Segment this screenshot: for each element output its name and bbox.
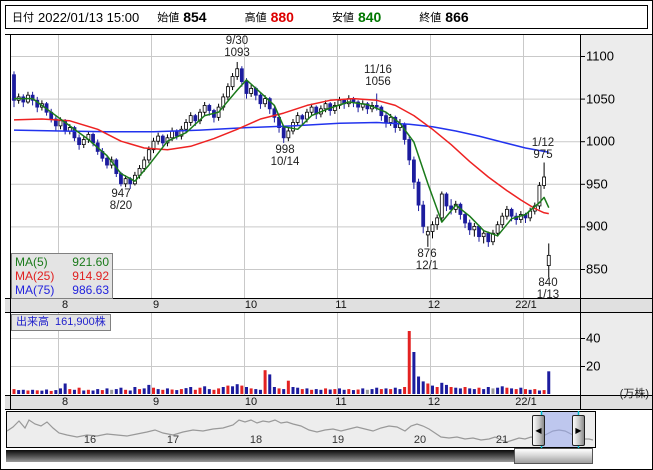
navigator-year-label: 16 bbox=[83, 434, 97, 446]
ma25-label: MA(25) bbox=[15, 269, 55, 283]
close-label: 終値 bbox=[419, 12, 442, 24]
high-value: 880 bbox=[270, 9, 294, 25]
navigator-year-label: 20 bbox=[413, 434, 427, 446]
month-axis-label: 8 bbox=[61, 396, 69, 408]
price-axis-label: 850 bbox=[586, 261, 608, 277]
chart-annotation: 9/30 1093 bbox=[224, 35, 250, 59]
month-axis-label: 9 bbox=[152, 299, 160, 311]
ma-legend: MA(5) 921.60 MA(25) 914.92 MA(75) 986.63 bbox=[11, 253, 113, 299]
month-axis-label: 12 bbox=[427, 299, 441, 311]
navigator-year-label: 17 bbox=[166, 434, 180, 446]
navigator-year-label: 18 bbox=[249, 434, 263, 446]
volume-unit-label: (万株) bbox=[619, 388, 649, 400]
ma5-legend-row: MA(5) 921.60 bbox=[15, 255, 109, 269]
date-value: 2022/01/13 15:00 bbox=[38, 9, 140, 25]
chart-frame bbox=[5, 34, 652, 410]
price-axis-label: 950 bbox=[586, 176, 608, 192]
x-axis-strip-main bbox=[5, 298, 652, 312]
gridlines bbox=[11, 34, 580, 395]
month-axis-label: 8 bbox=[61, 299, 69, 311]
ma25-value: 914.92 bbox=[72, 269, 109, 283]
chart-annotation: 876 12/1 bbox=[415, 248, 439, 272]
volume-series bbox=[12, 331, 551, 394]
low-value: 840 bbox=[357, 9, 382, 25]
date-label: 日付 bbox=[12, 12, 34, 24]
open-label: 始値 bbox=[157, 12, 180, 24]
volume-value: 161,900株 bbox=[55, 316, 106, 328]
ma75-legend-row: MA(75) 986.63 bbox=[15, 283, 109, 297]
navigator-year-label: 19 bbox=[331, 434, 345, 446]
chart-annotation: 1/12 975 bbox=[531, 137, 555, 161]
navigator-left-arrow-button[interactable]: ◀ bbox=[532, 415, 545, 446]
volume-axis-label: 40 bbox=[586, 330, 601, 346]
month-axis-label: 10 bbox=[244, 299, 258, 311]
right-axis-panel bbox=[581, 34, 652, 409]
ma75-label: MA(75) bbox=[15, 283, 55, 297]
navigator-right-arrow-button[interactable]: ▶ bbox=[572, 415, 585, 446]
month-axis-label: 11 bbox=[335, 396, 347, 408]
price-axis-label: 1050 bbox=[586, 91, 615, 107]
chart-annotation: 11/16 1056 bbox=[364, 64, 392, 88]
chart-annotation: 947 8/20 bbox=[109, 188, 133, 212]
chart-annotation: 998 10/14 bbox=[270, 144, 300, 168]
price-axis-label: 1000 bbox=[586, 133, 615, 149]
price-axis-label: 900 bbox=[586, 218, 608, 234]
ma75-value: 986.63 bbox=[72, 283, 109, 297]
ma25-legend-row: MA(25) 914.92 bbox=[15, 269, 109, 283]
open-value: 854 bbox=[183, 9, 207, 25]
month-axis-label: 22/1 bbox=[515, 299, 537, 311]
ma5-value: 921.60 bbox=[72, 255, 109, 269]
price-axis-label: 1100 bbox=[586, 48, 614, 64]
month-axis-label: 12 bbox=[427, 396, 441, 408]
scrollbar-thumb[interactable] bbox=[514, 448, 593, 464]
navigator-year-label: 21 bbox=[495, 434, 509, 446]
low-label: 安値 bbox=[331, 12, 354, 24]
month-axis-label: 9 bbox=[152, 396, 160, 408]
volume-axis-label: 20 bbox=[586, 358, 601, 374]
x-axis-strip-volume bbox=[5, 395, 652, 409]
ma5-label: MA(5) bbox=[15, 255, 48, 269]
volume-legend: 出来高 161,900株 bbox=[11, 314, 111, 331]
month-axis-label: 11 bbox=[335, 299, 347, 311]
month-axis-label: 22/1 bbox=[515, 396, 537, 408]
quote-header: 日付 2022/01/13 15:00 始値 854 高値 880 安値 840… bbox=[5, 5, 648, 29]
chart-annotation: 840 1/13 bbox=[536, 277, 560, 301]
candlestick-series bbox=[12, 61, 551, 278]
month-axis-label: 10 bbox=[244, 396, 258, 408]
high-label: 高値 bbox=[244, 12, 267, 24]
volume-label: 出来高 bbox=[16, 316, 49, 328]
scrollbar-track[interactable] bbox=[6, 450, 514, 462]
close-value: 866 bbox=[445, 9, 469, 25]
